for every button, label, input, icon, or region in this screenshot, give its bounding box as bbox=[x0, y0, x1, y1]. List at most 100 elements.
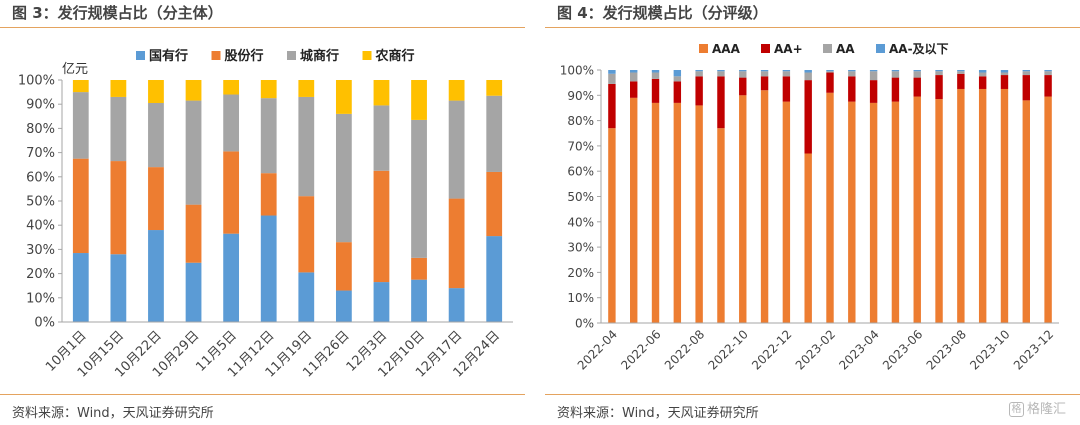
bar-segment bbox=[72, 92, 89, 159]
bar-segment bbox=[760, 76, 769, 91]
bar-segment bbox=[804, 80, 812, 154]
bar-segment bbox=[804, 70, 812, 73]
bar-segment bbox=[411, 80, 427, 120]
bar-segment bbox=[957, 88, 965, 323]
legend-swatch bbox=[136, 51, 145, 60]
bar-segment bbox=[695, 76, 703, 106]
x-tick-label: 2022-06 bbox=[618, 327, 663, 372]
top-rule bbox=[545, 27, 1080, 28]
bar-segment bbox=[891, 70, 900, 72]
bar-segment bbox=[110, 254, 127, 322]
legend-label: AA bbox=[836, 42, 855, 56]
bar-segment bbox=[411, 119, 427, 258]
y-tick-label: 40% bbox=[567, 215, 594, 229]
bar-segment bbox=[826, 71, 834, 73]
bar-segment bbox=[185, 262, 202, 322]
bar-segment bbox=[695, 71, 703, 77]
y-tick-label: 0% bbox=[34, 316, 55, 331]
bar-segment bbox=[673, 70, 682, 77]
bar-segment bbox=[608, 128, 616, 323]
bar-segment bbox=[717, 76, 725, 129]
bar-segment bbox=[826, 70, 834, 72]
watermark: 格格隆汇 bbox=[1008, 398, 1066, 417]
y-tick-label: 0% bbox=[575, 317, 594, 331]
bar-segment bbox=[891, 71, 900, 78]
bar-segment bbox=[913, 96, 921, 323]
bar-segment bbox=[486, 80, 503, 96]
bar-segment bbox=[826, 72, 834, 93]
bar-segment bbox=[1000, 72, 1009, 76]
y-tick-label: 40% bbox=[26, 219, 55, 234]
bar-segment bbox=[913, 71, 921, 78]
x-tick-label: 2023-06 bbox=[880, 327, 925, 372]
legend-swatch bbox=[699, 44, 708, 53]
bar-segment bbox=[373, 170, 390, 283]
bar-segment bbox=[1022, 70, 1030, 72]
bar-segment bbox=[148, 230, 164, 322]
bar-segment bbox=[978, 72, 987, 77]
watermark-text: 格隆汇 bbox=[1026, 402, 1066, 417]
y-tick-label: 50% bbox=[567, 190, 594, 204]
bar-segment bbox=[848, 101, 856, 323]
bar-segment bbox=[223, 94, 240, 152]
y-tick-label: 80% bbox=[26, 122, 55, 137]
y-tick-label: 70% bbox=[26, 146, 55, 161]
bar-segment bbox=[935, 70, 943, 72]
bar-segment bbox=[1022, 100, 1030, 323]
bar-segment bbox=[298, 272, 315, 322]
bar-segment bbox=[185, 100, 202, 205]
y-tick-label: 60% bbox=[26, 170, 55, 185]
bar-segment bbox=[782, 71, 791, 77]
bar-segment bbox=[1000, 75, 1009, 89]
bar-segment bbox=[935, 71, 943, 76]
bar-segment bbox=[608, 70, 616, 74]
bar-segment bbox=[448, 80, 465, 101]
top-rule bbox=[0, 27, 525, 28]
bar-segment bbox=[148, 80, 164, 103]
legend-label: 农商行 bbox=[375, 48, 415, 64]
bar-segment bbox=[110, 161, 127, 255]
bar-segment bbox=[373, 282, 390, 322]
legend-swatch bbox=[876, 44, 885, 53]
bar-segment bbox=[782, 76, 791, 102]
bar-segment bbox=[717, 71, 725, 77]
x-tick-label: 2023-10 bbox=[967, 327, 1012, 372]
bar-segment bbox=[978, 76, 987, 89]
bar-segment bbox=[804, 153, 812, 323]
y-tick-label: 20% bbox=[26, 267, 55, 282]
legend-swatch bbox=[287, 51, 296, 60]
bar-segment bbox=[260, 215, 277, 322]
bar-segment bbox=[72, 158, 89, 254]
x-tick-label: 2023-02 bbox=[793, 327, 838, 372]
bar-segment bbox=[848, 71, 856, 77]
y-tick-label: 50% bbox=[26, 195, 55, 210]
left-panel: 图 3：发行规模占比（分主体） 亿元 0% 10% 20% 30% 40% 50% 60% 7… bbox=[0, 0, 525, 425]
bar-segment bbox=[411, 257, 427, 280]
bar-segment bbox=[848, 76, 856, 102]
bar-segment bbox=[957, 73, 965, 89]
y-tick-label: 60% bbox=[567, 165, 594, 179]
bar-segment bbox=[630, 70, 638, 73]
y-tick-label: 80% bbox=[567, 114, 594, 128]
y-tick-label: 10% bbox=[567, 291, 594, 305]
bar-segment bbox=[448, 100, 465, 199]
bar-segment bbox=[1000, 88, 1009, 323]
bar-segment bbox=[630, 72, 638, 82]
x-tick-label: 2022-04 bbox=[575, 327, 620, 372]
bar-segment bbox=[695, 70, 703, 72]
legend-label: AAA bbox=[712, 42, 741, 56]
bar-segment bbox=[673, 76, 682, 82]
bar-segment bbox=[760, 90, 769, 324]
y-tick-label: 90% bbox=[26, 98, 55, 113]
bar-segment bbox=[448, 198, 465, 289]
bar-segment bbox=[978, 88, 987, 323]
bar-segment bbox=[891, 101, 900, 323]
bar-segment bbox=[957, 70, 965, 72]
bar-segment bbox=[1044, 75, 1052, 97]
legend-swatch bbox=[823, 44, 832, 53]
bar-segment bbox=[260, 80, 277, 99]
y-tick-label: 100% bbox=[560, 64, 594, 78]
bar-segment bbox=[739, 95, 747, 323]
bar-segment bbox=[760, 71, 769, 77]
bar-segment bbox=[448, 288, 465, 322]
